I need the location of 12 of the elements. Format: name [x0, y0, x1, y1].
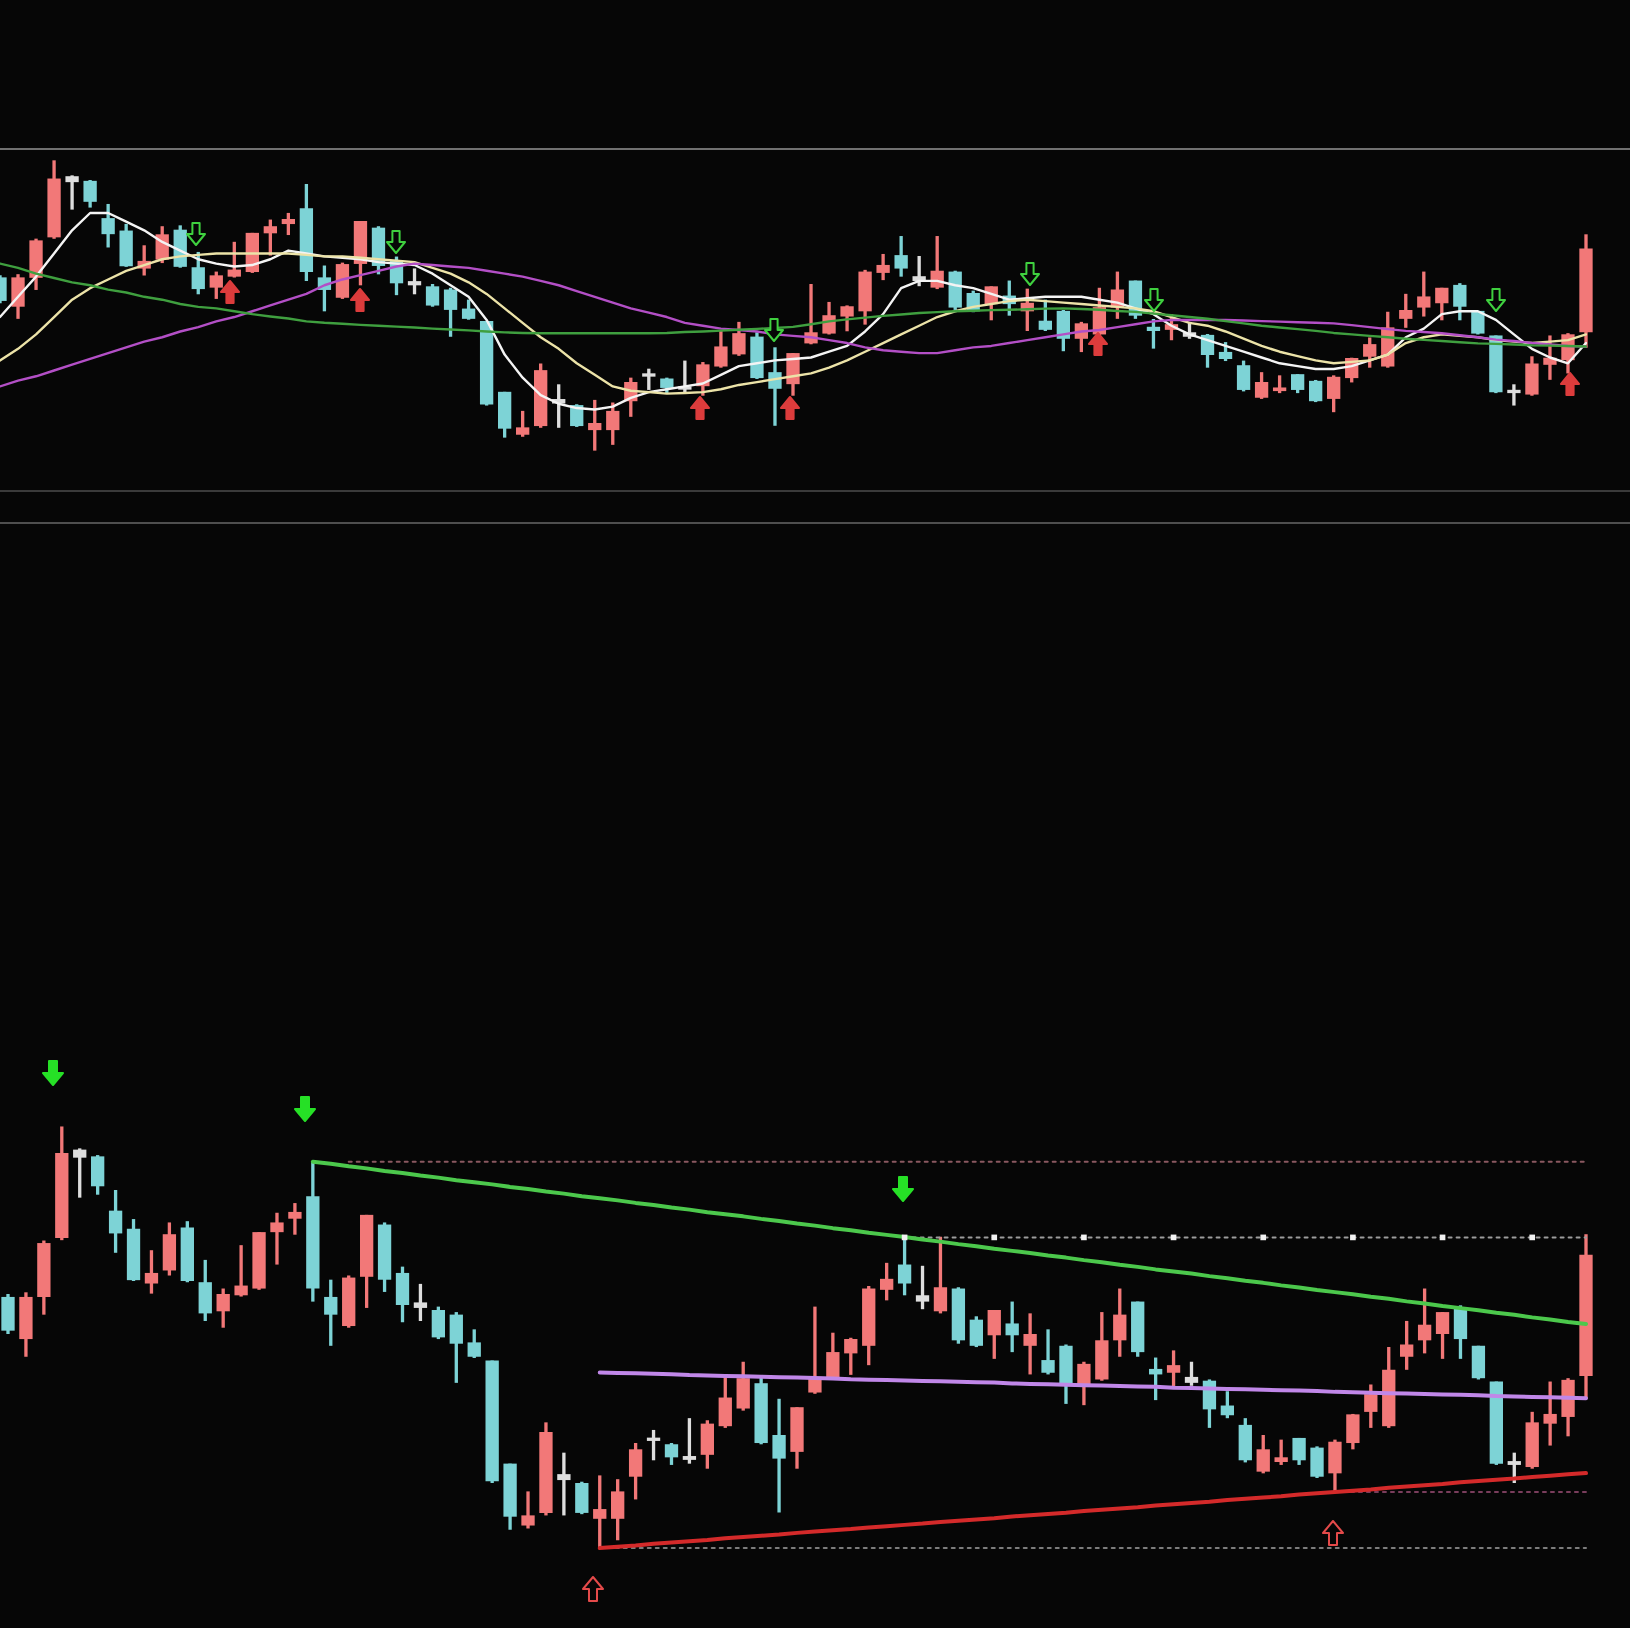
- candlestick: [270, 1212, 284, 1265]
- candlestick: [1543, 1381, 1557, 1446]
- candlestick: [772, 1398, 786, 1513]
- candlestick: [1507, 384, 1521, 406]
- candlestick: [1023, 1313, 1037, 1375]
- candlestick: [768, 347, 782, 426]
- candlestick: [288, 1203, 302, 1235]
- candlestick: [65, 175, 79, 210]
- candlestick: [912, 255, 926, 287]
- candlestick: [557, 1452, 571, 1516]
- candlestick: [234, 1245, 248, 1297]
- candlestick: [1274, 1439, 1288, 1465]
